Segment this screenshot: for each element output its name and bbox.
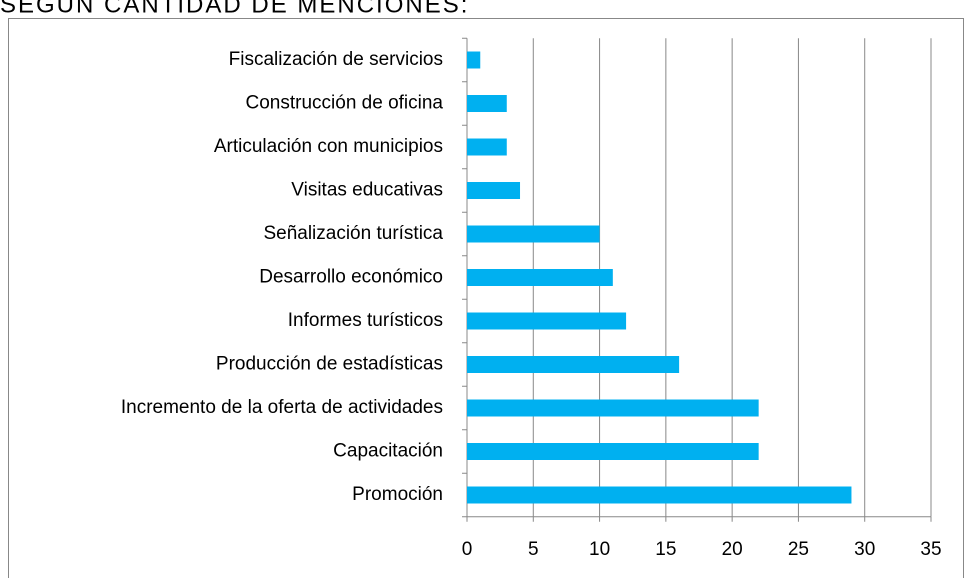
x-tick-label: 30 bbox=[854, 539, 875, 560]
bar bbox=[467, 399, 759, 417]
y-tick-label: Visitas educativas bbox=[291, 180, 443, 201]
bar bbox=[467, 269, 613, 286]
bar bbox=[467, 51, 481, 69]
y-tick-label: Producción de estadísticas bbox=[216, 354, 443, 375]
x-tick-label: 5 bbox=[528, 539, 539, 560]
y-tick-label: Informes turísticos bbox=[288, 310, 443, 331]
y-tick-label: Construcción de oficina bbox=[246, 93, 444, 114]
y-tick-label: Desarrollo económico bbox=[259, 267, 443, 288]
x-tick-label: 20 bbox=[722, 539, 743, 560]
bar bbox=[467, 182, 521, 199]
y-tick-label: Promoción bbox=[352, 484, 443, 505]
chart-border bbox=[8, 18, 964, 578]
y-tick-label: Fiscalización de servicios bbox=[229, 49, 443, 70]
bar bbox=[467, 138, 507, 156]
y-tick-label: Señalización turística bbox=[263, 223, 443, 244]
y-tick-label: Capacitación bbox=[333, 441, 443, 462]
bar bbox=[467, 356, 680, 373]
bar bbox=[467, 443, 759, 460]
chart-title: SEGÚN CANTIDAD DE MENCIONES: bbox=[0, 0, 469, 18]
x-tick-label: 25 bbox=[788, 539, 809, 560]
y-tick-label: Articulación con municipios bbox=[214, 136, 443, 157]
x-tick-label: 15 bbox=[655, 539, 676, 560]
bar bbox=[467, 95, 507, 112]
y-tick-label: Incremento de la oferta de actividades bbox=[121, 397, 443, 418]
x-tick-label: 35 bbox=[920, 539, 941, 560]
x-tick-label: 0 bbox=[462, 539, 473, 560]
bar bbox=[467, 486, 852, 504]
x-tick-label: 10 bbox=[589, 539, 610, 560]
bar bbox=[467, 225, 600, 243]
bar bbox=[467, 312, 627, 330]
